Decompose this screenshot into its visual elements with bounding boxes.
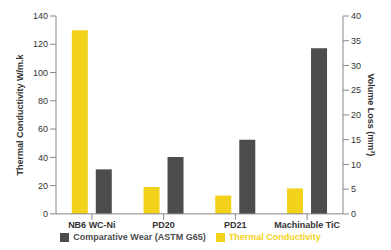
svg-text:10: 10 [351,160,361,170]
svg-text:30: 30 [351,61,361,71]
svg-text:PD20: PD20 [152,220,175,230]
svg-text:40: 40 [351,11,361,21]
svg-text:0: 0 [43,209,48,219]
svg-text:80: 80 [38,96,48,106]
svg-text:40: 40 [38,153,48,163]
svg-text:60: 60 [38,124,48,134]
svg-text:Machinable TiC: Machinable TiC [274,220,340,230]
svg-text:NB6 WC-Ni: NB6 WC-Ni [68,220,116,230]
svg-text:Thermal Conductivity W/m.k: Thermal Conductivity W/m.k [15,53,25,175]
svg-text:15: 15 [351,135,361,145]
svg-text:20: 20 [351,110,361,120]
html-text:Thermal Conductivity: Thermal Conductivity [228,231,321,242]
svg-text:140: 140 [33,11,48,21]
html-text:Comparative Wear (ASTM G65): Comparative Wear (ASTM G65) [73,231,206,242]
svg-text:PD21: PD21 [224,220,247,230]
svg-text:Volume Loss (mm³): Volume Loss (mm³) [366,74,376,157]
svg-text:20: 20 [38,181,48,191]
svg-text:120: 120 [33,39,48,49]
svg-text:0: 0 [351,209,356,219]
svg-text:25: 25 [351,85,361,95]
svg-text:100: 100 [33,68,48,78]
svg-text:5: 5 [351,184,356,194]
svg-text:35: 35 [351,36,361,46]
